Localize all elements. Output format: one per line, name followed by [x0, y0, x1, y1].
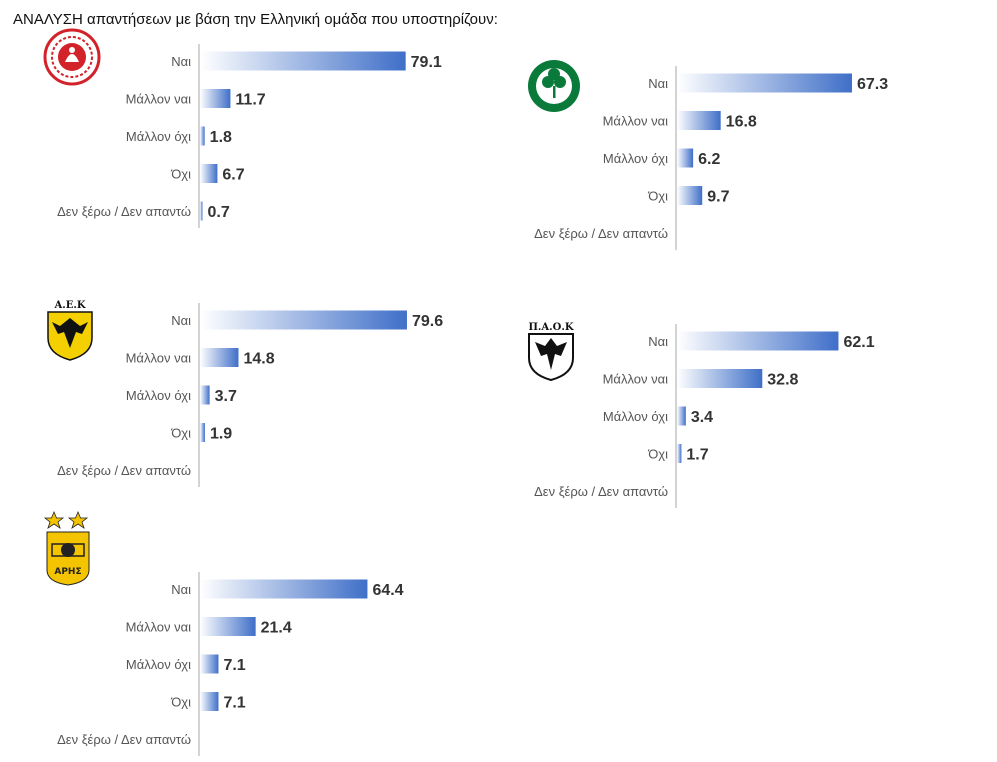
- svg-text:Π.Α.Ο.Κ: Π.Α.Ο.Κ: [528, 322, 573, 333]
- bar: [200, 617, 256, 636]
- value-label: 6.2: [698, 151, 720, 168]
- chart-panathinaikos: Ναι 67.3 Μάλλον ναι 16.8 Μάλλον όχι 6.2 Όχι 9.7…: [477, 64, 957, 254]
- category-label: Όχι: [170, 695, 191, 710]
- value-label: 32.8: [767, 372, 798, 389]
- value-label: 62.1: [843, 334, 874, 351]
- category-label: Μάλλον ναι: [603, 372, 669, 387]
- chart-paok: Ναι 62.1 Μάλλον ναι 32.8 Μάλλον όχι 3.4 Όχι 1.7…: [477, 322, 957, 512]
- bar: [200, 201, 203, 221]
- category-label: Όχι: [170, 167, 191, 182]
- bar: [677, 73, 852, 93]
- value-label: 21.4: [261, 620, 292, 637]
- category-label: Όχι: [170, 426, 191, 441]
- category-label: Δεν ξέρω / Δεν απαντώ: [534, 226, 668, 241]
- bar: [677, 406, 686, 426]
- value-label: 3.4: [691, 409, 713, 426]
- category-label: Ναι: [171, 313, 191, 328]
- paok-logo-icon: Π.Α.Ο.Κ: [528, 322, 574, 382]
- category-label: Ναι: [171, 54, 191, 69]
- bar: [677, 444, 682, 463]
- value-label: 67.3: [857, 76, 888, 93]
- value-label: 3.7: [215, 388, 237, 405]
- value-label: 79.6: [412, 313, 443, 330]
- value-label: 6.7: [222, 167, 244, 184]
- category-label: Μάλλον όχι: [126, 129, 191, 144]
- category-label: Όχι: [647, 189, 668, 204]
- bar: [200, 654, 219, 674]
- bar: [677, 148, 694, 168]
- category-label: Δεν ξέρω / Δεν απαντώ: [534, 484, 668, 499]
- category-label: Μάλλον ναι: [603, 114, 669, 129]
- bar: [677, 369, 763, 388]
- bar: [677, 331, 839, 351]
- category-label: Μάλλον όχι: [603, 151, 668, 166]
- value-label: 7.1: [223, 657, 245, 674]
- category-label: Ναι: [171, 582, 191, 597]
- category-label: Μάλλον ναι: [126, 620, 192, 635]
- bar: [200, 579, 368, 599]
- value-label: 14.8: [243, 351, 274, 368]
- value-label: 0.7: [208, 204, 230, 221]
- bar: [200, 692, 219, 711]
- aris-logo-icon: ΑΡΗΣ: [44, 510, 90, 586]
- bar: [200, 89, 231, 108]
- bar: [200, 423, 205, 442]
- category-label: Μάλλον ναι: [126, 351, 192, 366]
- value-label: 79.1: [411, 54, 442, 71]
- panathinaikos-logo-icon: [528, 60, 580, 112]
- category-label: Ναι: [648, 76, 668, 91]
- value-label: 11.7: [235, 92, 265, 109]
- svg-text:ΑΡΗΣ: ΑΡΗΣ: [54, 567, 81, 577]
- category-label: Δεν ξέρω / Δεν απαντώ: [57, 204, 191, 219]
- value-label: 16.8: [726, 114, 757, 131]
- bar: [200, 126, 205, 146]
- chart-olympiacos: Ναι 79.1 Μάλλον ναι 11.7 Μάλλον όχι 1.8 Όχι 6.7…: [0, 42, 480, 232]
- value-label: 1.8: [210, 129, 232, 146]
- category-label: Δεν ξέρω / Δεν απαντώ: [57, 732, 191, 747]
- page-title: ΑΝΑΛΥΣΗ απαντήσεων με βάση την Ελληνική …: [13, 11, 498, 28]
- category-label: Μάλλον ναι: [126, 92, 192, 107]
- category-label: Ναι: [648, 334, 668, 349]
- bar: [677, 186, 703, 205]
- value-label: 64.4: [372, 582, 403, 599]
- bar: [200, 51, 406, 71]
- category-label: Δεν ξέρω / Δεν απαντώ: [57, 463, 191, 478]
- chart-aek: Ναι 79.6 Μάλλον ναι 14.8 Μάλλον όχι 3.7 Όχι 1.9…: [0, 301, 480, 491]
- bar: [200, 348, 239, 367]
- bar: [200, 164, 218, 183]
- bar: [677, 111, 721, 130]
- value-label: 7.1: [223, 695, 245, 712]
- bar: [200, 310, 407, 330]
- aek-logo-icon: Α.Ε.Κ: [47, 300, 93, 361]
- value-label: 9.7: [707, 189, 729, 206]
- bar: [200, 385, 210, 405]
- chart-aris: Ναι 64.4 Μάλλον ναι 21.4 Μάλλον όχι 7.1 Όχι 7.1…: [0, 570, 480, 760]
- svg-text:Α.Ε.Κ: Α.Ε.Κ: [53, 300, 85, 311]
- category-label: Μάλλον όχι: [126, 657, 191, 672]
- value-label: 1.7: [686, 447, 708, 464]
- value-label: 1.9: [210, 426, 232, 443]
- category-label: Μάλλον όχι: [126, 388, 191, 403]
- olympiacos-logo-icon: [43, 28, 101, 86]
- category-label: Όχι: [647, 447, 668, 462]
- category-label: Μάλλον όχι: [603, 409, 668, 424]
